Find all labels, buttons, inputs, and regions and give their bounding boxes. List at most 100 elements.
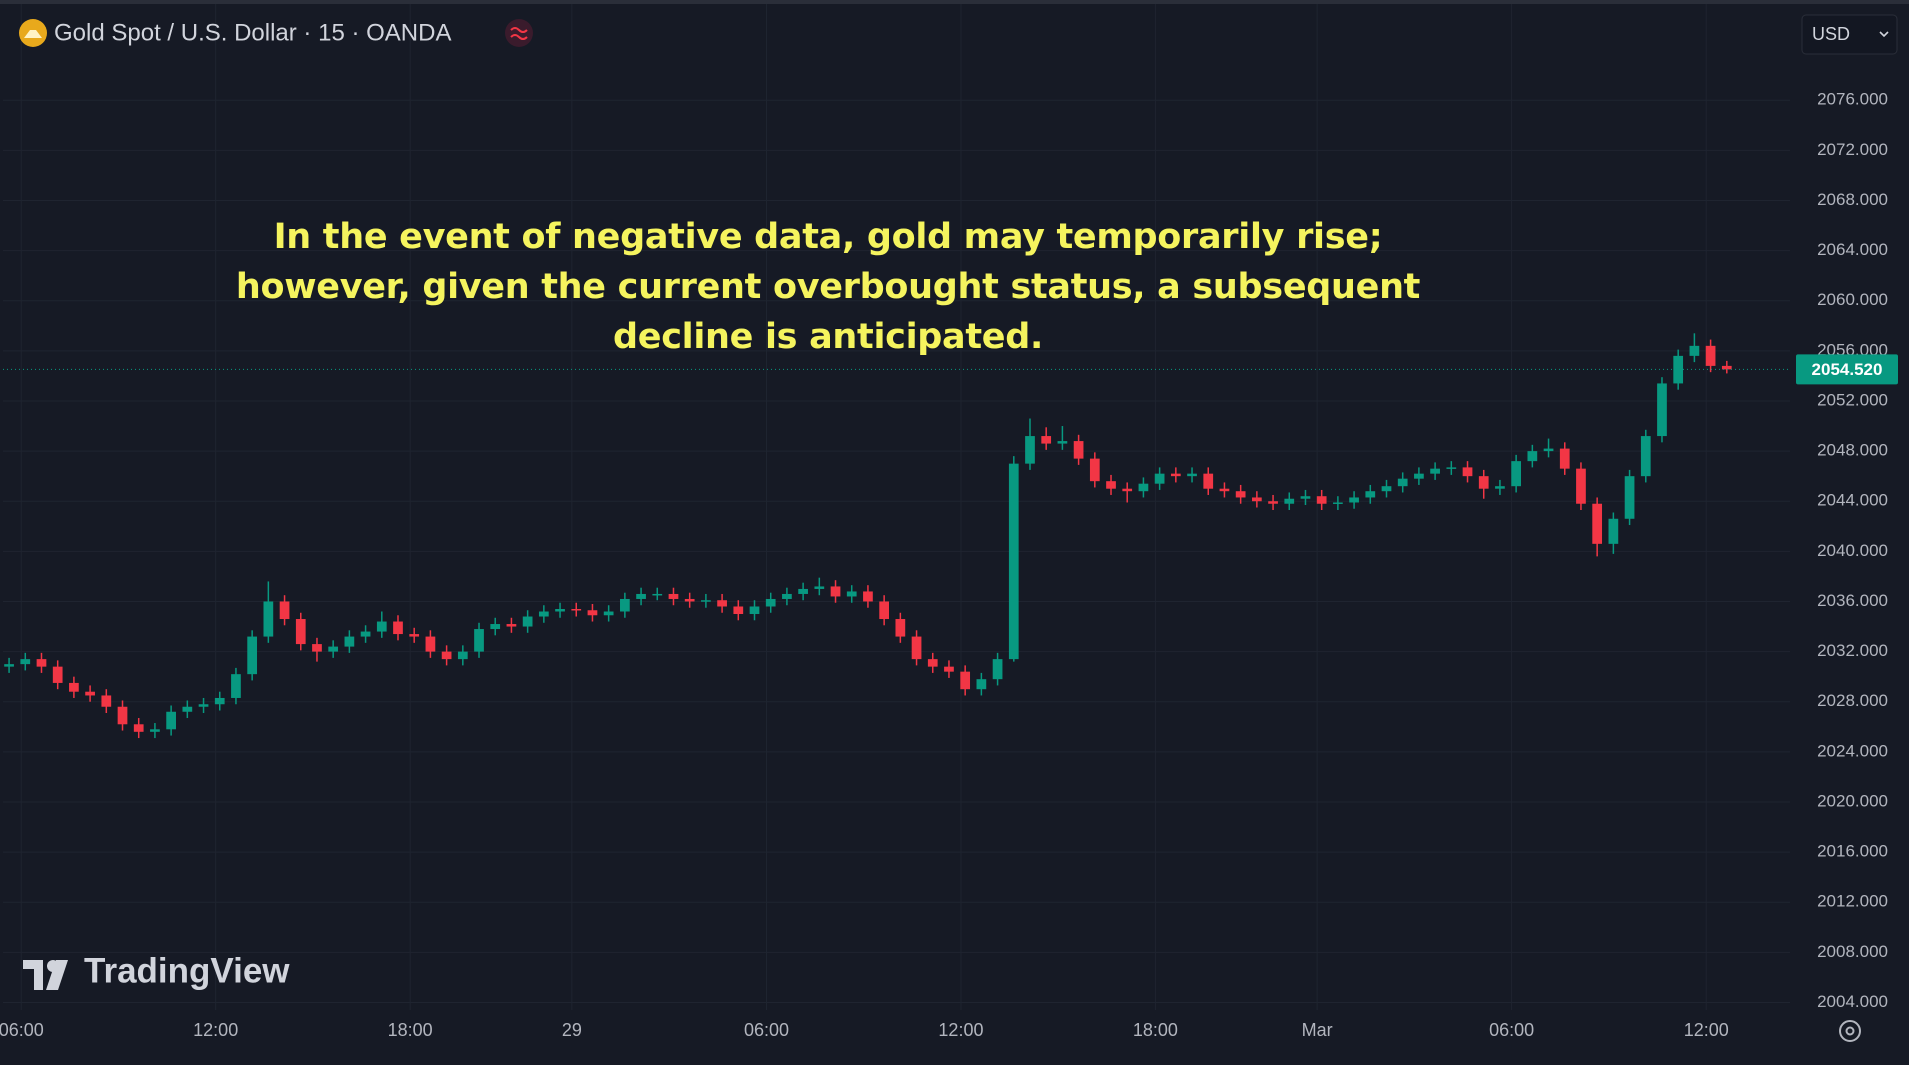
indicator-badge[interactable] [505, 19, 533, 47]
candle-body [474, 629, 484, 652]
y-tick-label: 2068.000 [1817, 190, 1888, 209]
x-tick-label: 06:00 [744, 1020, 789, 1040]
candle-body [441, 651, 452, 660]
candle-body [1414, 473, 1424, 479]
settings-icon-core [1845, 1026, 1855, 1036]
candle-body [1057, 441, 1068, 444]
candle-body [295, 619, 306, 645]
candle-body [393, 621, 403, 635]
candle-body [1478, 476, 1489, 489]
candle-body [1073, 441, 1084, 459]
candle-body [1122, 488, 1133, 492]
candle-body [490, 624, 501, 630]
candle-body [312, 644, 322, 652]
candle-body [960, 671, 971, 690]
candle-body [603, 611, 614, 616]
x-tick-label: 12:00 [938, 1020, 983, 1040]
y-tick-label: 2004.000 [1817, 992, 1888, 1011]
candle-body [1089, 458, 1100, 482]
candle-body [36, 659, 47, 667]
candle-body [701, 600, 711, 602]
candle-body [976, 679, 987, 690]
y-tick-label: 2076.000 [1817, 90, 1888, 109]
candle-body [1008, 463, 1019, 660]
candle-body [1333, 502, 1343, 504]
candle-body [1041, 436, 1052, 444]
candle-body [1300, 496, 1311, 499]
last-price-label: 2054.520 [1812, 360, 1883, 379]
settings-button[interactable] [1839, 1020, 1861, 1042]
candle-body [620, 598, 630, 612]
candle-body [360, 631, 371, 637]
candle-body [457, 651, 468, 660]
candle-body [1559, 448, 1570, 469]
indicator-icon [510, 27, 528, 40]
y-tick-label: 2024.000 [1817, 741, 1888, 760]
candle-body [85, 691, 95, 696]
candle-body [1543, 448, 1554, 452]
candle-body [1657, 383, 1667, 437]
candle-body [1673, 355, 1684, 384]
candle-body [1495, 486, 1505, 489]
candle-body [911, 636, 922, 660]
candle-body [587, 610, 598, 616]
candle-body [344, 636, 355, 647]
candle-body [782, 593, 792, 599]
candle-body [1511, 461, 1521, 487]
candle-body [4, 664, 14, 667]
y-tick-label: 2064.000 [1817, 240, 1888, 259]
x-tick-label: 12:00 [193, 1020, 238, 1040]
candle-body [668, 593, 679, 599]
candle-body [1721, 365, 1732, 370]
currency-label: USD [1812, 24, 1850, 44]
y-tick-label: 2012.000 [1817, 892, 1888, 911]
candle-body [571, 608, 582, 611]
y-tick-label: 2008.000 [1817, 942, 1888, 961]
candle-body [279, 601, 290, 620]
candle-body [1705, 345, 1716, 366]
candle-body [1203, 473, 1214, 489]
y-tick-label: 2032.000 [1817, 641, 1888, 660]
candle-body [1624, 476, 1635, 519]
candle-body [117, 706, 128, 725]
annotation: In the event of negative data, gold may … [235, 217, 1421, 357]
candle-body [1689, 345, 1700, 356]
candle-body [830, 586, 841, 597]
candle-body [717, 600, 727, 607]
candle-body [425, 636, 436, 652]
candle-body [863, 591, 873, 602]
candle-body [1527, 451, 1538, 462]
symbol-icon-bars [24, 30, 42, 38]
candle-body [328, 646, 339, 652]
top-border [0, 0, 1909, 4]
y-tick-label: 2048.000 [1817, 441, 1888, 460]
currency-select[interactable] [1801, 14, 1898, 55]
candle-body [1608, 518, 1619, 544]
currency-caret [1879, 31, 1889, 38]
candle-body [636, 593, 646, 599]
y-tick-label: 2044.000 [1817, 491, 1888, 510]
y-tick-label: 2040.000 [1817, 541, 1888, 560]
last-price-box [1796, 354, 1898, 385]
candle-body [506, 624, 517, 627]
candle-body [944, 666, 954, 672]
candle-body [879, 601, 890, 620]
x-tick-label: 12:00 [1684, 1020, 1729, 1040]
candle-body [182, 706, 193, 712]
candle-body [1106, 481, 1116, 489]
candle-body [538, 611, 549, 617]
candle-body [166, 711, 176, 730]
y-tick-label: 2060.000 [1817, 290, 1888, 309]
candle-body [1284, 498, 1295, 504]
y-tick-label: 2028.000 [1817, 691, 1888, 710]
candle-body [52, 666, 63, 683]
candle-body [133, 724, 144, 732]
candle-body [1592, 503, 1603, 544]
candle-body [20, 659, 31, 665]
candle-body [1138, 483, 1149, 492]
candle-body [684, 598, 695, 602]
candle-body [1430, 468, 1440, 474]
candle-body [376, 621, 387, 632]
candle-body [198, 704, 209, 707]
